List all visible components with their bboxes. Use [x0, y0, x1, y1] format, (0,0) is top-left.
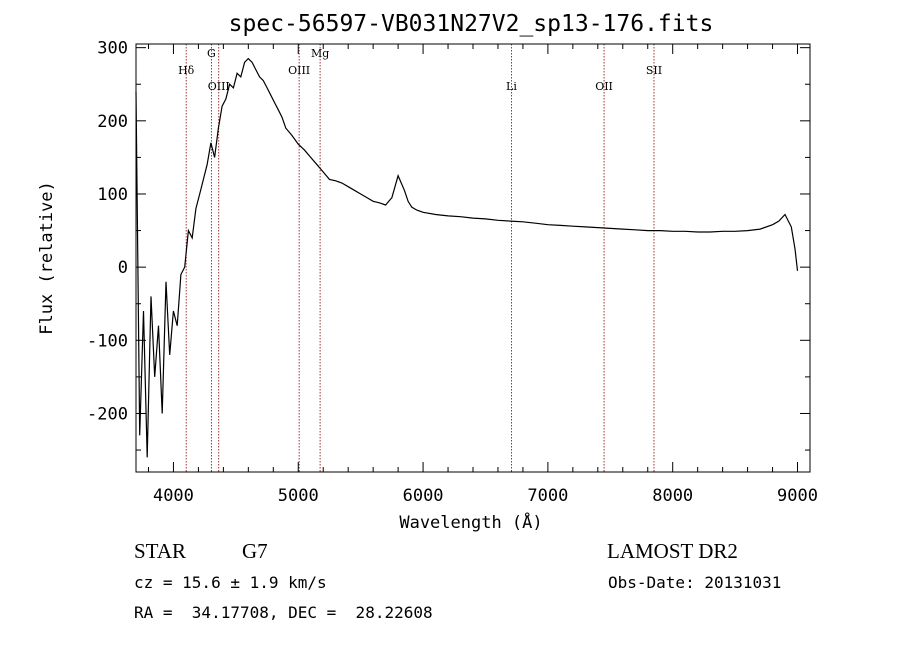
spectral-line-label: SII: [646, 64, 662, 77]
object-subclass: G7: [242, 539, 268, 563]
redshift-text: cz = 15.6 ± 1.9 km/s: [134, 573, 327, 592]
x-tick-label: 9000: [777, 486, 818, 506]
obs-date-text: Obs-Date: 20131031: [608, 573, 782, 592]
plot-frame: [135, 43, 811, 473]
y-tick-label: -100: [87, 331, 128, 351]
x-tick-label: 7000: [527, 486, 568, 506]
y-tick-label: 200: [97, 112, 128, 132]
coords-text: RA = 34.17708, DEC = 28.22608: [134, 603, 433, 622]
y-tick-label: 100: [97, 185, 128, 205]
spectral-line-label: OIII: [208, 80, 230, 93]
y-axis-label: Flux (relative): [37, 181, 57, 335]
y-tick-label: 300: [97, 39, 128, 59]
spectral-line-label: Hδ: [178, 64, 195, 77]
y-tick-label: 0: [118, 258, 128, 278]
x-axis-label: Wavelength (Å): [399, 511, 542, 533]
x-ticks: 4000 5000 6000 7000 8000 9000: [147, 44, 818, 506]
survey-label: LAMOST DR2: [607, 539, 738, 563]
spectral-line-label: OII: [595, 80, 613, 93]
spectral-line-label: OIII: [288, 64, 310, 77]
object-class: STAR: [134, 539, 186, 563]
y-ticks: -200 -100 0 100 200 300: [87, 39, 810, 451]
x-tick-label: 5000: [278, 486, 319, 506]
y-tick-label: -200: [87, 404, 128, 424]
spectral-line-label: Li: [506, 80, 517, 93]
spectral-line-label: Mg: [311, 47, 329, 60]
chart-title: spec-56597-VB031N27V2_sp13-176.fits: [229, 11, 714, 37]
x-tick-label: 8000: [652, 486, 693, 506]
spectrum-line: [135, 57, 799, 458]
spectral-line-label: G: [207, 47, 216, 60]
x-tick-label: 4000: [153, 486, 194, 506]
x-tick-label: 6000: [403, 486, 444, 506]
